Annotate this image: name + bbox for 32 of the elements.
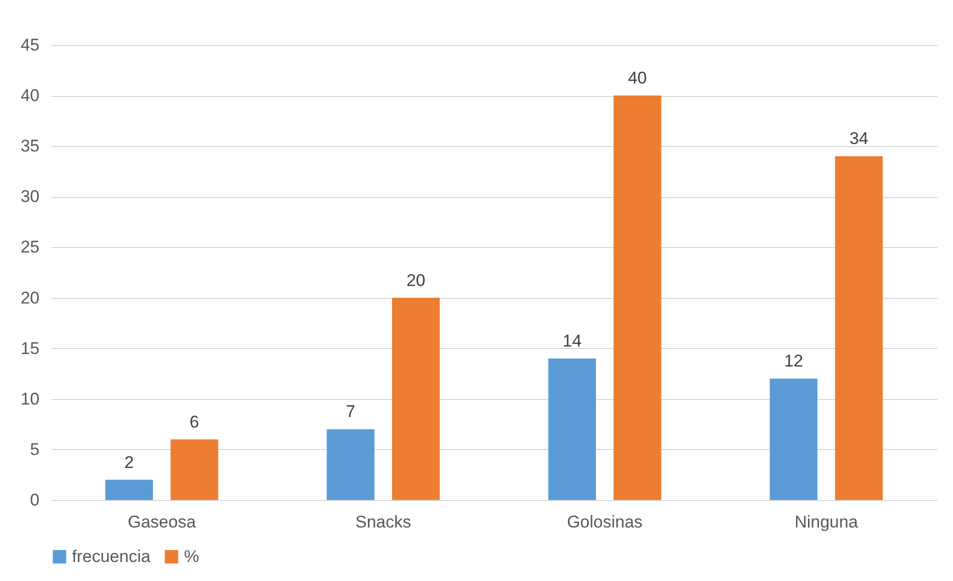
y-tick-label: 30	[20, 187, 40, 206]
bar	[770, 378, 818, 500]
y-tick-label: 45	[20, 36, 40, 54]
data-label: 6	[190, 412, 200, 432]
data-label: 40	[628, 68, 647, 88]
data-label: 2	[124, 452, 134, 472]
bar	[548, 358, 596, 500]
x-tick-label: Snacks	[355, 512, 412, 532]
y-tick-label: 0	[30, 490, 40, 510]
x-tick-label: Gaseosa	[128, 512, 196, 532]
bar	[105, 480, 153, 500]
data-label: 12	[784, 352, 804, 371]
x-tick-label: Ninguna	[794, 512, 858, 532]
bar	[392, 298, 440, 500]
data-label: 20	[406, 270, 426, 290]
bar	[170, 439, 218, 500]
y-tick-label: 35	[20, 136, 40, 156]
legend-label: frecuencia	[72, 546, 151, 566]
y-tick-label: 5	[30, 440, 40, 459]
bar	[614, 96, 662, 500]
y-tick-label: 10	[20, 389, 40, 408]
legend-label: %	[184, 546, 200, 566]
bar	[835, 156, 883, 500]
y-tick-label: 15	[20, 338, 40, 358]
data-label: 34	[849, 129, 868, 148]
bar	[326, 429, 374, 500]
y-tick-label: 20	[20, 288, 40, 308]
y-tick-label: 25	[20, 238, 40, 257]
x-tick-label: Golosinas	[566, 512, 643, 532]
y-tick-label: 40	[20, 86, 40, 106]
data-label: 14	[562, 331, 582, 350]
data-label: 7	[346, 402, 356, 422]
